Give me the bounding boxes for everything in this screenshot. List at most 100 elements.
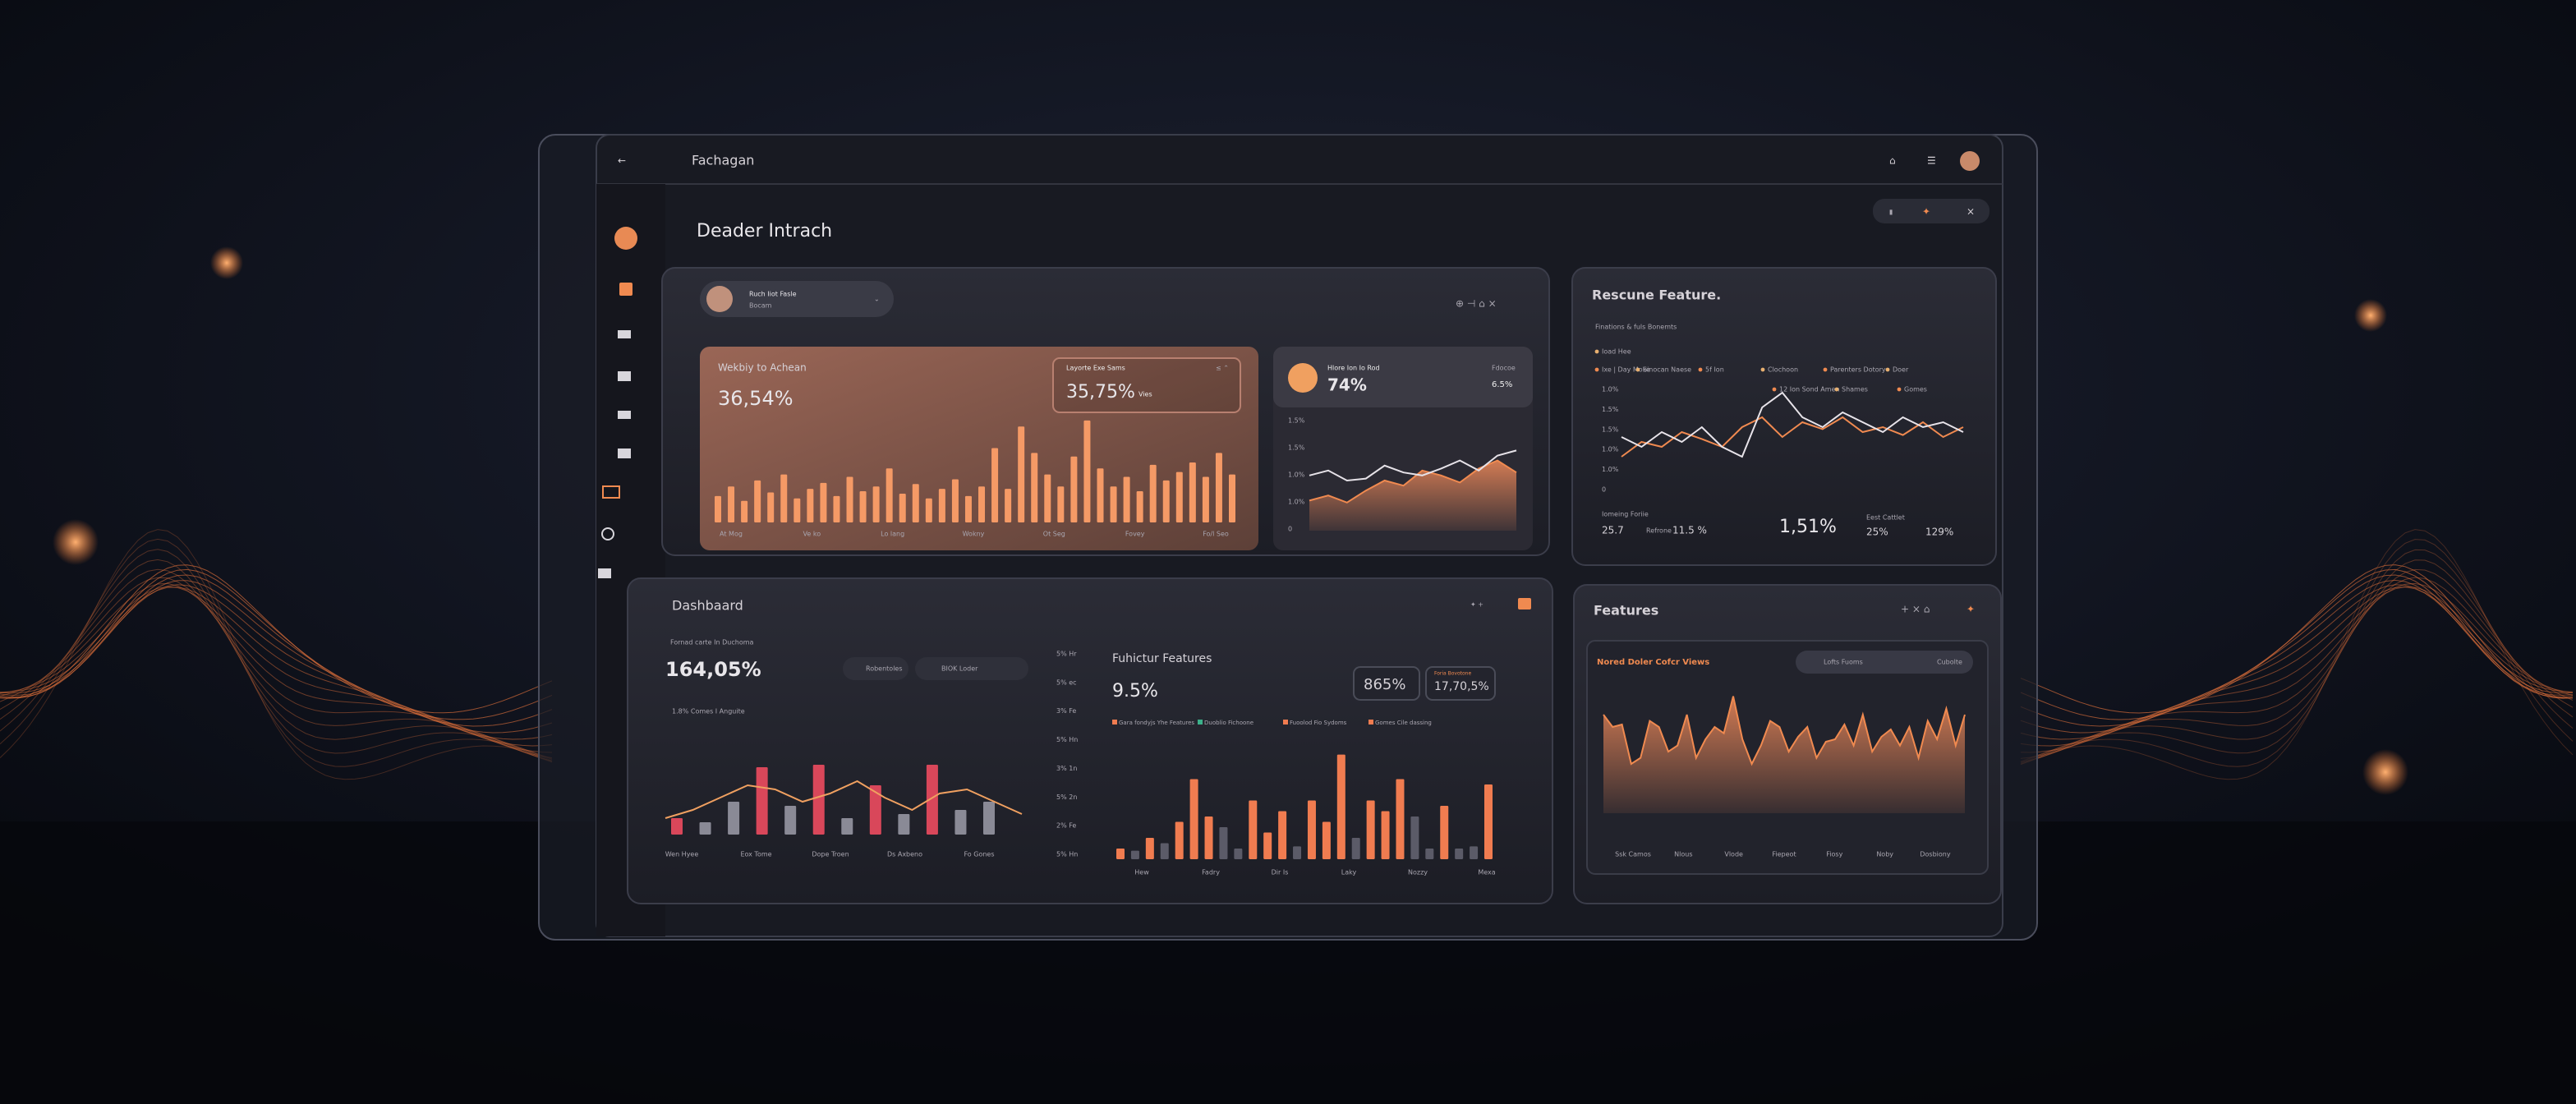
tool[interactable]: ▮ [1889,209,1893,216]
avatar[interactable] [1960,151,1980,171]
bar [1366,800,1375,859]
bar [1410,816,1419,859]
home-icon[interactable]: ⌂ [1889,155,1896,167]
chip[interactable] [915,657,1028,680]
legend-label: Fuoolod Fio Sydoms [1290,720,1347,726]
bar [1351,838,1360,859]
axis-label: 1.0% [1602,446,1619,453]
back-button[interactable]: ← [618,155,626,167]
legend-label: Gomes Cile dassing [1375,720,1432,726]
panel-tool[interactable]: ✦ [1966,604,1975,615]
legend-swatch [1635,367,1640,372]
panel-tools[interactable]: + × ⌂ [1901,604,1930,615]
nav-icon[interactable] [619,283,632,296]
panel-tools[interactable]: ⊕ ⊣ ⌂ × [1456,298,1497,310]
bar [715,495,721,522]
menu-icon[interactable]: ☰ [1927,155,1936,167]
axis-label: 0 [1288,526,1292,533]
bar [780,474,788,522]
legend-label: Gara fondyjs Yhe Features [1119,720,1194,726]
axis-label: Vlode [1724,851,1743,858]
stat: Iomeing Foriie [1602,511,1649,518]
nav-icon[interactable] [618,330,631,338]
axis-label: Fadry [1202,869,1220,876]
sidebar-avatar[interactable] [614,227,637,250]
nav-icon[interactable] [618,371,631,381]
panel-title: Rescune Feature. [1592,288,1721,303]
legend-label: Shames [1842,386,1868,393]
bar [1149,464,1157,522]
badge [1425,666,1496,701]
bar [1204,816,1213,859]
tool[interactable]: ✦ [1922,206,1930,218]
panel-tool[interactable] [1518,598,1531,610]
wave-mesh [0,529,2574,780]
line [1309,449,1517,482]
wave-line [2020,568,2574,720]
wave-line [2020,529,2574,780]
wave-line [2020,568,2574,765]
bar [1189,462,1196,522]
chip[interactable] [1796,651,1973,674]
bar [756,767,768,835]
toolbar [1873,199,1990,223]
page-title: Deader Intrach [697,221,832,242]
area [1603,696,1965,813]
bar [1322,821,1331,859]
axis-label: Ssk Camos [1615,851,1651,858]
profile-chip[interactable] [700,281,894,317]
axis-label: Dosbiony [1920,851,1950,858]
axis-label: At Mog [720,531,743,538]
profile-avatar [706,286,733,312]
sub-unit: Vies [1138,391,1152,398]
bar [699,822,711,835]
status-value: 74% [1327,375,1367,395]
wave-line [0,568,553,763]
wave-line [0,559,553,763]
chip[interactable] [843,657,908,680]
bar [869,785,881,835]
chip-label[interactable]: Lofts Fuoms [1824,659,1863,666]
axis-label: Hew [1134,869,1149,876]
axis-label: 5% Hn [1056,736,1078,743]
axis-label: Fovey [1125,531,1145,538]
nav-icon[interactable] [598,568,611,578]
axis-label: Noby [1876,851,1893,858]
panel-tools[interactable]: ✦ + [1470,601,1484,609]
dropdown[interactable]: ⌄ [874,296,880,303]
bar [1215,453,1222,522]
stat: 25.7 [1602,525,1624,536]
bar [820,482,827,522]
axis-label: 1.0% [1602,466,1619,473]
axis-label: Wokny [963,531,985,538]
bar [964,495,972,522]
card-title: Nored Doler Cofcr Views [1597,658,1709,667]
bar [1123,476,1130,522]
bar [1070,456,1078,522]
card-tools[interactable]: ≤ ⌃ [1216,365,1229,372]
glow [53,519,99,565]
bar [978,486,986,522]
chip-label[interactable]: Cubolte [1937,659,1962,666]
legend-swatch [1368,720,1373,724]
bar [1130,850,1139,859]
nav-icon[interactable] [602,485,620,499]
chip-label[interactable]: BIOK Loder [941,665,978,673]
nav-icon[interactable] [601,527,614,540]
status-avatar [1288,363,1318,393]
axis-label: 1.5% [1288,444,1305,452]
axis-label: Nozzy [1408,869,1428,876]
chip-label[interactable]: Robentoles [866,665,903,673]
fn-value: 9.5% [1112,681,1158,702]
bar [812,765,825,835]
nav-icon[interactable] [618,411,631,419]
bar [728,486,735,522]
bar [1005,489,1012,522]
nav-icon[interactable] [618,448,631,458]
legend-swatch [1885,367,1890,372]
axis-label: Fo/l Seo [1203,531,1229,538]
axis-label: 3% Fe [1056,707,1076,715]
close[interactable]: × [1966,206,1975,218]
bar [872,486,880,522]
app-name: Fachagan [692,153,754,168]
